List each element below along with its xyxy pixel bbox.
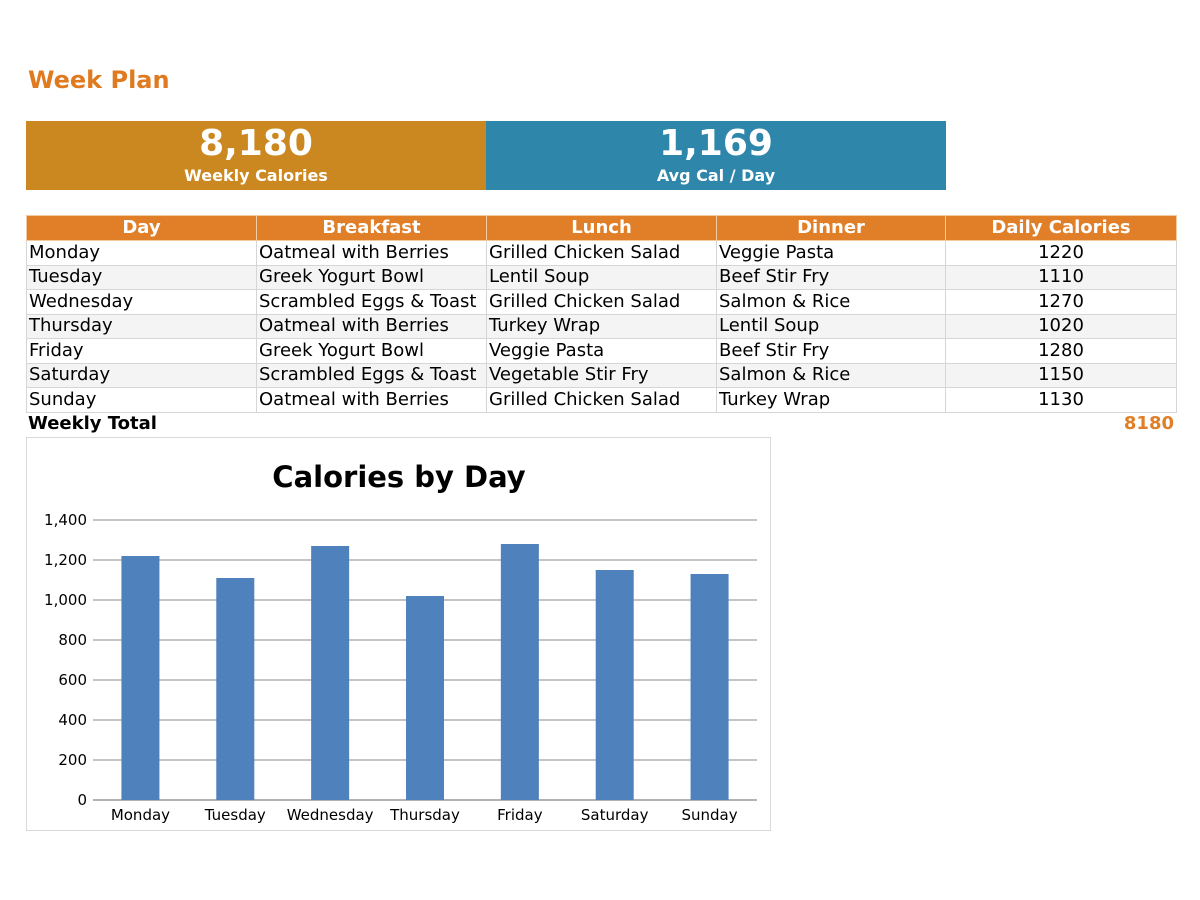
- x-tick-label: Thursday: [389, 806, 460, 824]
- day-cell[interactable]: Thursday: [26, 313, 257, 339]
- day-cell[interactable]: Wednesday: [26, 289, 257, 315]
- y-tick-label: 600: [58, 671, 87, 689]
- y-tick-label: 400: [58, 711, 87, 729]
- meal-plan-table: Day Breakfast Lunch Dinner Daily Calorie…: [26, 215, 1177, 413]
- breakfast-cell[interactable]: Oatmeal with Berries: [256, 387, 487, 413]
- table-row: Monday Oatmeal with Berries Grilled Chic…: [26, 240, 1177, 266]
- column-header-lunch[interactable]: Lunch: [486, 215, 717, 241]
- day-cell[interactable]: Sunday: [26, 387, 257, 413]
- bar-friday: [500, 544, 539, 800]
- column-header-dinner[interactable]: Dinner: [716, 215, 946, 241]
- calories-cell[interactable]: 1020: [945, 313, 1177, 339]
- bar-wednesday: [311, 546, 350, 800]
- dinner-cell[interactable]: Beef Stir Fry: [716, 338, 946, 364]
- kpi-value: 8,180: [199, 123, 313, 164]
- table-row: Wednesday Scrambled Eggs & Toast Grilled…: [26, 289, 1177, 315]
- bar-tuesday: [216, 578, 255, 800]
- page-title: Week Plan: [28, 66, 170, 94]
- lunch-cell[interactable]: Grilled Chicken Salad: [486, 387, 717, 413]
- bar-monday: [121, 556, 160, 800]
- calories-cell[interactable]: 1270: [945, 289, 1177, 315]
- lunch-cell[interactable]: Grilled Chicken Salad: [486, 289, 717, 315]
- y-tick-label: 1,000: [44, 591, 87, 609]
- calories-cell[interactable]: 1130: [945, 387, 1177, 413]
- breakfast-cell[interactable]: Scrambled Eggs & Toast: [256, 362, 487, 388]
- x-tick-label: Monday: [111, 806, 170, 824]
- x-tick-label: Sunday: [682, 806, 738, 824]
- day-cell[interactable]: Friday: [26, 338, 257, 364]
- bar-thursday: [406, 596, 444, 800]
- x-tick-label: Saturday: [581, 806, 649, 824]
- kpi-label: Weekly Calories: [184, 166, 328, 185]
- x-tick-label: Friday: [497, 806, 543, 824]
- table-row: Thursday Oatmeal with Berries Turkey Wra…: [26, 313, 1177, 339]
- day-cell[interactable]: Tuesday: [26, 264, 257, 290]
- dinner-cell[interactable]: Veggie Pasta: [716, 240, 946, 266]
- calories-cell[interactable]: 1110: [945, 264, 1177, 290]
- calories-chart[interactable]: Calories by Day 0 200 400 600 800 1,000 1,200 1,…: [26, 437, 771, 831]
- table-row: Saturday Scrambled Eggs & Toast Vegetabl…: [26, 362, 1177, 388]
- table-row: Tuesday Greek Yogurt Bowl Lentil Soup Be…: [26, 264, 1177, 290]
- weekly-total-label: Weekly Total: [28, 413, 157, 434]
- chart-title: Calories by Day: [272, 460, 525, 494]
- kpi-label: Avg Cal / Day: [656, 166, 776, 185]
- column-header-breakfast[interactable]: Breakfast: [256, 215, 487, 241]
- bar-saturday: [595, 570, 634, 800]
- day-cell[interactable]: Saturday: [26, 362, 257, 388]
- y-tick-label: 1,200: [44, 551, 87, 569]
- table-row: Sunday Oatmeal with Berries Grilled Chic…: [26, 387, 1177, 413]
- y-tick-label: 1,400: [44, 511, 87, 529]
- column-header-day[interactable]: Day: [26, 215, 257, 241]
- bar-sunday: [690, 574, 729, 800]
- x-tick-label: Wednesday: [287, 806, 374, 824]
- kpi-avg-calories: 1,169 Avg Cal / Day: [486, 121, 946, 190]
- calories-cell[interactable]: 1280: [945, 338, 1177, 364]
- breakfast-cell[interactable]: Oatmeal with Berries: [256, 313, 487, 339]
- lunch-cell[interactable]: Veggie Pasta: [486, 338, 717, 364]
- column-header-daily-calories[interactable]: Daily Calories: [945, 215, 1177, 241]
- day-cell[interactable]: Monday: [26, 240, 257, 266]
- lunch-cell[interactable]: Turkey Wrap: [486, 313, 717, 339]
- weekly-total-value: 8180: [1123, 413, 1174, 434]
- lunch-cell[interactable]: Grilled Chicken Salad: [486, 240, 717, 266]
- x-tick-label: Tuesday: [204, 806, 266, 824]
- y-tick-label: 0: [77, 791, 87, 809]
- lunch-cell[interactable]: Lentil Soup: [486, 264, 717, 290]
- dinner-cell[interactable]: Lentil Soup: [716, 313, 946, 339]
- chart-canvas: Calories by Day 0 200 400 600 800 1,000 1,200 1,…: [44, 460, 757, 824]
- breakfast-cell[interactable]: Oatmeal with Berries: [256, 240, 487, 266]
- lunch-cell[interactable]: Vegetable Stir Fry: [486, 362, 717, 388]
- calories-cell[interactable]: 1150: [945, 362, 1177, 388]
- dinner-cell[interactable]: Salmon & Rice: [716, 289, 946, 315]
- breakfast-cell[interactable]: Greek Yogurt Bowl: [256, 264, 487, 290]
- y-tick-label: 800: [58, 631, 87, 649]
- dinner-cell[interactable]: Turkey Wrap: [716, 387, 946, 413]
- kpi-weekly-calories: 8,180 Weekly Calories: [26, 121, 486, 190]
- breakfast-cell[interactable]: Greek Yogurt Bowl: [256, 338, 487, 364]
- y-tick-label: 200: [58, 751, 87, 769]
- table-row: Friday Greek Yogurt Bowl Veggie Pasta Be…: [26, 338, 1177, 364]
- breakfast-cell[interactable]: Scrambled Eggs & Toast: [256, 289, 487, 315]
- kpi-value: 1,169: [659, 123, 773, 164]
- table-header-row: Day Breakfast Lunch Dinner Daily Calorie…: [26, 215, 1177, 241]
- dinner-cell[interactable]: Salmon & Rice: [716, 362, 946, 388]
- calories-cell[interactable]: 1220: [945, 240, 1177, 266]
- dinner-cell[interactable]: Beef Stir Fry: [716, 264, 946, 290]
